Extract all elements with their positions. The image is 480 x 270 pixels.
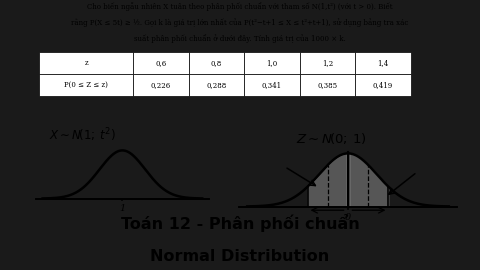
Text: 0,288: 0,288 (206, 81, 227, 89)
Bar (39, 52, 133, 74)
Bar (133, 74, 189, 96)
Text: 0,8: 0,8 (211, 59, 222, 67)
Text: 0,226: 0,226 (151, 81, 171, 89)
Text: 0,6: 0,6 (156, 59, 167, 67)
Text: Cho biến ngẫu nhiên X tuân theo phân phối chuẩn với tham số N(1,t²) (với t > 0).: Cho biến ngẫu nhiên X tuân theo phân phố… (87, 2, 393, 11)
Text: 1,2: 1,2 (322, 59, 333, 67)
Text: 1,0: 1,0 (266, 59, 277, 67)
Bar (300, 74, 355, 96)
Text: $Z \sim N\!\left(\mathit{0};\,\mathit{1}\right)$: $Z \sim N\!\left(\mathit{0};\,\mathit{1}… (296, 131, 367, 146)
Bar (355, 52, 411, 74)
Bar (355, 74, 411, 96)
Text: 0,385: 0,385 (317, 81, 337, 89)
Bar (244, 74, 300, 96)
Text: rằng P(X ≤ 5t) ≥ ½. Gọi k là giá trị lớn nhất của P(t²−t+1 ≤ X ≤ t²+t+1), sử dụn: rằng P(X ≤ 5t) ≥ ½. Gọi k là giá trị lớn… (72, 18, 408, 27)
Text: z: z (84, 59, 88, 67)
Bar (189, 52, 244, 74)
Text: suất phân phối chuẩn ở dưới đây. Tính giá trị của 1000 × k.: suất phân phối chuẩn ở dưới đây. Tính gi… (134, 34, 346, 43)
Text: Toán 12 - Phân phối chuẩn: Toán 12 - Phân phối chuẩn (120, 214, 360, 232)
Text: Normal Distribution: Normal Distribution (150, 249, 330, 264)
Text: $X \sim N\!\left(\mathit{1};\,t^2\right)$: $X \sim N\!\left(\mathit{1};\,t^2\right)… (49, 126, 116, 144)
Text: 0,341: 0,341 (262, 81, 282, 89)
Bar (39, 74, 133, 96)
Bar (133, 52, 189, 74)
Text: 0: 0 (345, 213, 351, 222)
Bar (244, 52, 300, 74)
Bar (300, 52, 355, 74)
Text: 1,4: 1,4 (377, 59, 389, 67)
Text: P(0 ≤ Z ≤ z): P(0 ≤ Z ≤ z) (64, 81, 108, 89)
Text: 0,419: 0,419 (373, 81, 393, 89)
Bar (189, 74, 244, 96)
Text: 1: 1 (119, 204, 126, 213)
